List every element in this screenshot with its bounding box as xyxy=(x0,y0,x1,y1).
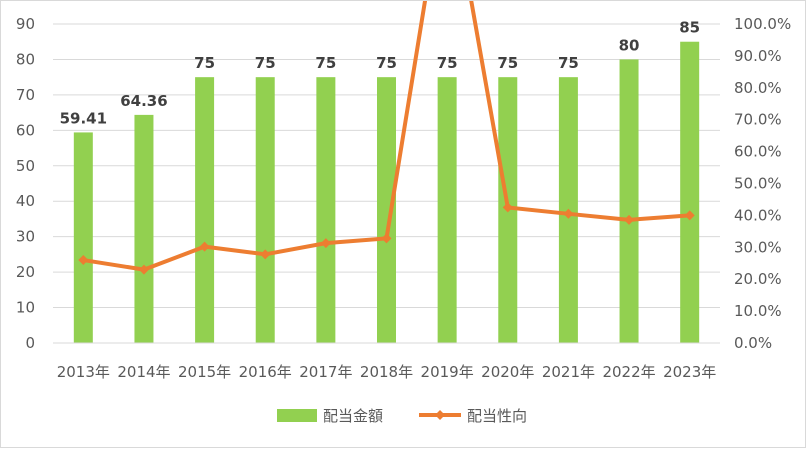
y-left-tick-label: 0 xyxy=(25,334,35,352)
x-tick-label: 2016年 xyxy=(239,363,292,381)
y-right-tick-label: 0.0% xyxy=(734,334,772,352)
line-point xyxy=(563,208,574,219)
y-right-tick-label: 60.0% xyxy=(734,143,782,161)
bar xyxy=(377,77,396,344)
bar xyxy=(619,59,639,343)
axes: 0 10 20 30 40 50 60 70 80 90 0.0% 10.0% 20.0% 30.0% 40… xyxy=(16,15,791,381)
line-point xyxy=(502,202,513,213)
data-labels: 59.41 64.36 75 75 75 75 75 75 75 80 85 xyxy=(60,19,701,128)
bar-data-label: 75 xyxy=(437,54,458,72)
x-tick-label: 2017年 xyxy=(299,363,352,381)
y-right-tick-label: 80.0% xyxy=(734,79,782,97)
y-left-tick-label: 10 xyxy=(16,299,35,317)
bar-data-label: 80 xyxy=(619,36,640,54)
bar xyxy=(73,132,93,343)
x-tick-label: 2022年 xyxy=(602,363,655,381)
legend-label-line: 配当性向 xyxy=(467,407,527,425)
bar-data-label: 75 xyxy=(315,54,336,72)
bar xyxy=(134,114,154,344)
x-tick-label: 2013年 xyxy=(57,363,110,381)
y-left-tick-label: 70 xyxy=(16,86,35,104)
y-right-tick-label: 40.0% xyxy=(734,206,782,224)
bar xyxy=(195,77,215,344)
x-tick-label: 2020年 xyxy=(481,363,534,381)
y-left-tick-label: 20 xyxy=(16,263,35,281)
line-series xyxy=(78,1,695,275)
bar xyxy=(255,77,275,344)
line-point xyxy=(260,249,271,260)
bar xyxy=(316,77,336,344)
line-point xyxy=(199,241,210,252)
x-tick-label: 2019年 xyxy=(421,363,474,381)
bar-data-label: 75 xyxy=(558,54,579,72)
x-tick-label: 2015年 xyxy=(178,363,231,381)
line-point xyxy=(381,233,392,244)
bar-data-label: 75 xyxy=(376,54,397,72)
y-left-tick-label: 50 xyxy=(16,157,35,175)
line-point xyxy=(320,238,331,249)
line-point xyxy=(624,214,635,225)
y-left-tick-label: 90 xyxy=(16,15,35,33)
y-right-tick-label: 90.0% xyxy=(734,47,782,65)
legend-label-bar: 配当金額 xyxy=(323,407,383,425)
bar xyxy=(680,41,700,343)
bar-data-label: 75 xyxy=(194,54,215,72)
y-left-tick-label: 40 xyxy=(16,192,35,210)
line-point xyxy=(684,210,695,221)
line-point xyxy=(78,255,89,266)
line-point xyxy=(138,264,149,275)
bar-data-label: 75 xyxy=(497,54,518,72)
y-left-tick-label: 30 xyxy=(16,228,35,246)
bar-data-label: 64.36 xyxy=(120,92,167,110)
bar-data-label: 59.41 xyxy=(60,109,107,127)
x-tick-label: 2021年 xyxy=(542,363,595,381)
x-tick-label: 2023年 xyxy=(663,363,716,381)
bar-data-label: 85 xyxy=(679,19,700,37)
bar xyxy=(437,77,457,344)
y-left-tick-label: 60 xyxy=(16,121,35,139)
bar-data-label: 75 xyxy=(255,54,276,72)
legend-swatch-marker xyxy=(435,410,445,420)
legend: 配当金額 配当性向 xyxy=(277,407,527,425)
bar-series xyxy=(73,41,700,344)
y-right-tick-label: 10.0% xyxy=(734,302,782,320)
y-right-tick-label: 20.0% xyxy=(734,270,782,288)
y-right-tick-label: 50.0% xyxy=(734,175,782,193)
x-tick-label: 2018年 xyxy=(360,363,413,381)
y-right-tick-label: 100.0% xyxy=(734,15,791,33)
x-tick-label: 2014年 xyxy=(117,363,170,381)
y-right-tick-label: 70.0% xyxy=(734,111,782,129)
legend-swatch-bar xyxy=(277,409,317,422)
y-left-tick-label: 80 xyxy=(16,50,35,68)
y-right-tick-label: 30.0% xyxy=(734,238,782,256)
